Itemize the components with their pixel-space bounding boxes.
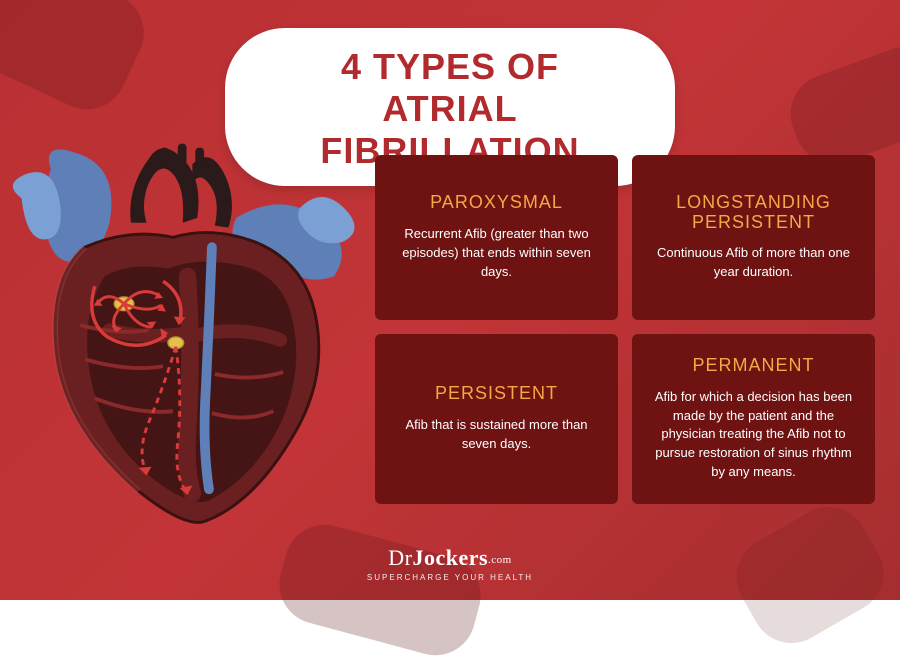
card-persistent: Persistent Afib that is sustained more t…	[375, 334, 618, 504]
brand-name: DrJockers.com	[367, 545, 533, 571]
heart-illustration	[0, 130, 385, 540]
footer-logo: DrJockers.com Supercharge Your Health	[367, 545, 533, 582]
card-body: Recurrent Afib (greater than two episode…	[395, 225, 598, 282]
brand-domain: .com	[488, 554, 512, 566]
card-body: Continuous Afib of more than one year du…	[652, 244, 855, 282]
card-heading: Persistent	[395, 384, 598, 404]
cards-grid: Paroxysmal Recurrent Afib (greater than …	[375, 155, 875, 504]
card-heading: Longstanding Persistent	[652, 193, 855, 233]
card-body: Afib that is sustained more than seven d…	[395, 416, 598, 454]
card-longstanding-persistent: Longstanding Persistent Continuous Afib …	[632, 155, 875, 320]
bg-texture	[0, 0, 157, 122]
card-body: Afib for which a decision has been made …	[652, 388, 855, 482]
card-paroxysmal: Paroxysmal Recurrent Afib (greater than …	[375, 155, 618, 320]
card-permanent: Permanent Afib for which a decision has …	[632, 334, 875, 504]
brand-tagline: Supercharge Your Health	[367, 573, 533, 582]
bg-texture	[722, 492, 898, 657]
brand-left: Dr	[388, 545, 412, 570]
brand-right: Jockers	[412, 545, 488, 570]
card-heading: Paroxysmal	[395, 193, 598, 213]
infographic-canvas: 4 Types of Atrial Fibrillation	[0, 0, 900, 600]
card-heading: Permanent	[652, 356, 855, 376]
bg-texture	[779, 35, 900, 174]
